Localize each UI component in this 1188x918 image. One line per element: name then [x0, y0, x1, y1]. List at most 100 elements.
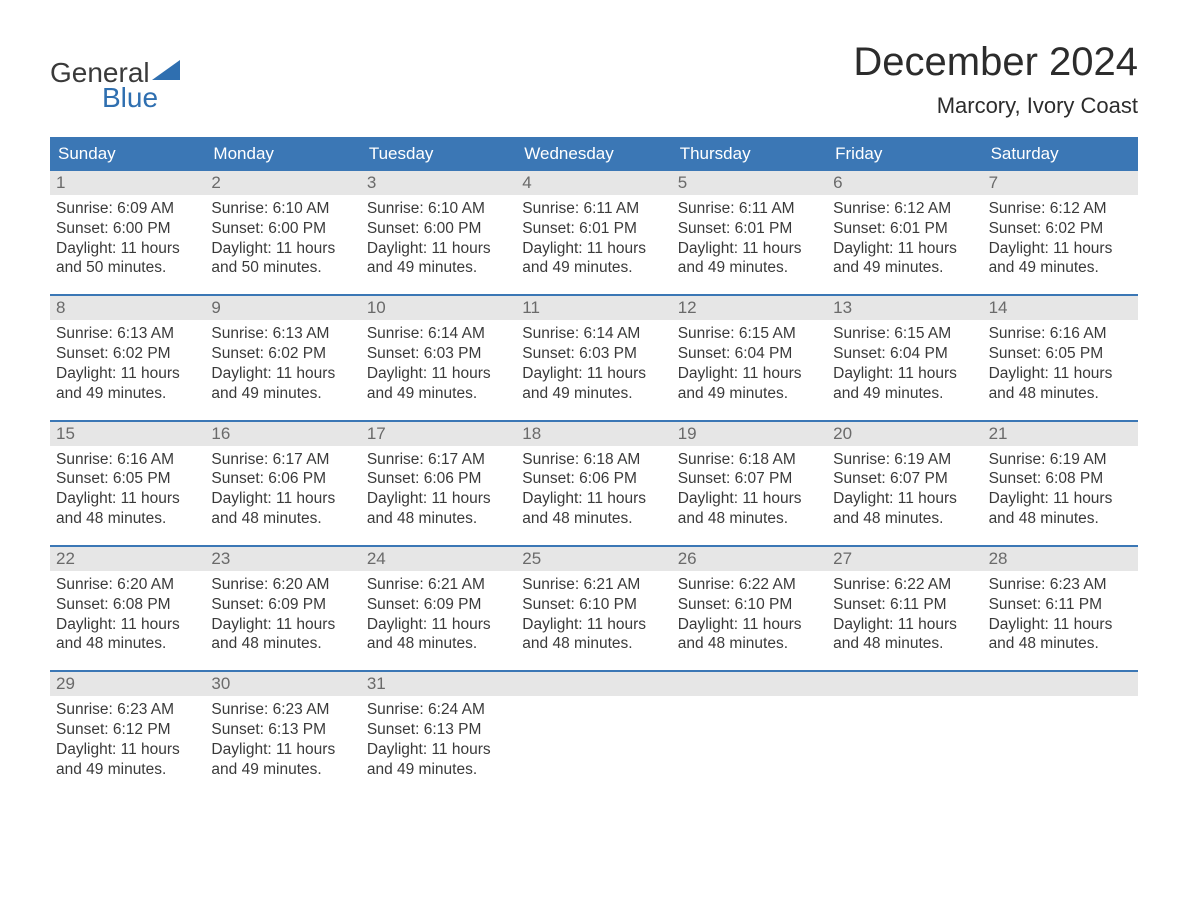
- sunrise-line: Sunrise: 6:24 AM: [367, 700, 510, 720]
- day-number: 16: [205, 422, 360, 446]
- day-cell: 7Sunrise: 6:12 AMSunset: 6:02 PMDaylight…: [983, 171, 1138, 280]
- day-number: [827, 672, 982, 696]
- day-cell: 2Sunrise: 6:10 AMSunset: 6:00 PMDaylight…: [205, 171, 360, 280]
- day-cell: 25Sunrise: 6:21 AMSunset: 6:10 PMDayligh…: [516, 547, 671, 656]
- daylight-line: Daylight: 11 hours and 50 minutes.: [56, 239, 199, 279]
- day-cell: 20Sunrise: 6:19 AMSunset: 6:07 PMDayligh…: [827, 422, 982, 531]
- daylight-line: Daylight: 11 hours and 48 minutes.: [989, 615, 1132, 655]
- month-title: December 2024: [853, 40, 1138, 85]
- sunset-line: Sunset: 6:05 PM: [989, 344, 1132, 364]
- sunrise-line: Sunrise: 6:12 AM: [989, 199, 1132, 219]
- sunset-line: Sunset: 6:06 PM: [211, 469, 354, 489]
- week-row: 22Sunrise: 6:20 AMSunset: 6:08 PMDayligh…: [50, 545, 1138, 656]
- daylight-line: Daylight: 11 hours and 49 minutes.: [211, 364, 354, 404]
- day-cell: [827, 672, 982, 781]
- day-cell: 27Sunrise: 6:22 AMSunset: 6:11 PMDayligh…: [827, 547, 982, 656]
- sunrise-line: Sunrise: 6:14 AM: [522, 324, 665, 344]
- sunset-line: Sunset: 6:02 PM: [56, 344, 199, 364]
- day-number: 30: [205, 672, 360, 696]
- day-cell: 21Sunrise: 6:19 AMSunset: 6:08 PMDayligh…: [983, 422, 1138, 531]
- day-cell: 29Sunrise: 6:23 AMSunset: 6:12 PMDayligh…: [50, 672, 205, 781]
- sunset-line: Sunset: 6:03 PM: [522, 344, 665, 364]
- day-body: Sunrise: 6:13 AMSunset: 6:02 PMDaylight:…: [205, 320, 360, 405]
- day-body: Sunrise: 6:11 AMSunset: 6:01 PMDaylight:…: [672, 195, 827, 280]
- day-number: 1: [50, 171, 205, 195]
- week-row: 29 Sunrise: 6:23 AM Sunset: 6:12 PM Dayligh…: [50, 670, 1138, 781]
- day-number: 24: [361, 547, 516, 571]
- day-number: 19: [672, 422, 827, 446]
- day-cell: [983, 672, 1138, 781]
- title-block: December 2024 Marcory, Ivory Coast: [853, 40, 1138, 119]
- day-number: 10: [361, 296, 516, 320]
- sunset-line: Sunset: 6:06 PM: [367, 469, 510, 489]
- daylight-line: Daylight: 11 hours and 49 minutes.: [56, 364, 199, 404]
- sunset-line: Sunset: 6:03 PM: [367, 344, 510, 364]
- sunset-line: Sunset: 6:08 PM: [56, 595, 199, 615]
- day-cell: 1Sunrise: 6:09 AMSunset: 6:00 PMDaylight…: [50, 171, 205, 280]
- day-body: Sunrise: 6:15 AMSunset: 6:04 PMDaylight:…: [672, 320, 827, 405]
- daylight-line: Daylight: 11 hours and 48 minutes.: [56, 489, 199, 529]
- day-body: Sunrise: 6:16 AMSunset: 6:05 PMDaylight:…: [50, 446, 205, 531]
- sunrise-line: Sunrise: 6:18 AM: [678, 450, 821, 470]
- day-body: Sunrise: 6:13 AMSunset: 6:02 PMDaylight:…: [50, 320, 205, 405]
- day-cell: 31Sunrise: 6:24 AMSunset: 6:13 PMDayligh…: [361, 672, 516, 781]
- daylight-line: Daylight: 11 hours and 49 minutes.: [367, 740, 510, 780]
- sunset-line: Sunset: 6:11 PM: [989, 595, 1132, 615]
- daylight-line: Daylight: 11 hours and 50 minutes.: [211, 239, 354, 279]
- page-header: General Blue December 2024 Marcory, Ivor…: [50, 40, 1138, 119]
- day-number: 29: [50, 672, 205, 696]
- daylight-line: Daylight: 11 hours and 49 minutes.: [833, 239, 976, 279]
- day-cell: 4Sunrise: 6:11 AMSunset: 6:01 PMDaylight…: [516, 171, 671, 280]
- sunset-line: Sunset: 6:04 PM: [833, 344, 976, 364]
- day-body: Sunrise: 6:23 AMSunset: 6:11 PMDaylight:…: [983, 571, 1138, 656]
- day-body: Sunrise: 6:22 AMSunset: 6:11 PMDaylight:…: [827, 571, 982, 656]
- day-body: Sunrise: 6:20 AMSunset: 6:09 PMDaylight:…: [205, 571, 360, 656]
- brand-word-2: Blue: [50, 83, 182, 112]
- day-number: 12: [672, 296, 827, 320]
- sunset-line: Sunset: 6:13 PM: [367, 720, 510, 740]
- sunset-line: Sunset: 6:02 PM: [211, 344, 354, 364]
- day-number: 15: [50, 422, 205, 446]
- sunset-line: Sunset: 6:10 PM: [678, 595, 821, 615]
- sunrise-line: Sunrise: 6:10 AM: [367, 199, 510, 219]
- daylight-line: Daylight: 11 hours and 48 minutes.: [833, 489, 976, 529]
- day-cell: [672, 672, 827, 781]
- day-body: Sunrise: 6:18 AMSunset: 6:07 PMDaylight:…: [672, 446, 827, 531]
- day-cell: 12Sunrise: 6:15 AMSunset: 6:04 PMDayligh…: [672, 296, 827, 405]
- day-body: Sunrise: 6:22 AMSunset: 6:10 PMDaylight:…: [672, 571, 827, 656]
- day-number: [983, 672, 1138, 696]
- sunset-line: Sunset: 6:00 PM: [211, 219, 354, 239]
- day-body: [983, 696, 1138, 702]
- day-body: Sunrise: 6:18 AMSunset: 6:06 PMDaylight:…: [516, 446, 671, 531]
- day-body: Sunrise: 6:23 AMSunset: 6:13 PMDaylight:…: [205, 696, 360, 781]
- day-cell: [516, 672, 671, 781]
- day-cell: 6Sunrise: 6:12 AMSunset: 6:01 PMDaylight…: [827, 171, 982, 280]
- day-body: Sunrise: 6:12 AMSunset: 6:01 PMDaylight:…: [827, 195, 982, 280]
- sunrise-line: Sunrise: 6:23 AM: [211, 700, 354, 720]
- day-body: Sunrise: 6:19 AMSunset: 6:08 PMDaylight:…: [983, 446, 1138, 531]
- day-number: 3: [361, 171, 516, 195]
- sunset-line: Sunset: 6:06 PM: [522, 469, 665, 489]
- sunset-line: Sunset: 6:01 PM: [678, 219, 821, 239]
- day-number: [516, 672, 671, 696]
- day-number: 4: [516, 171, 671, 195]
- day-body: Sunrise: 6:21 AMSunset: 6:10 PMDaylight:…: [516, 571, 671, 656]
- daylight-line: Daylight: 11 hours and 48 minutes.: [989, 364, 1132, 404]
- day-cell: 15Sunrise: 6:16 AMSunset: 6:05 PMDayligh…: [50, 422, 205, 531]
- day-cell: 18Sunrise: 6:18 AMSunset: 6:06 PMDayligh…: [516, 422, 671, 531]
- day-number: 2: [205, 171, 360, 195]
- sunset-line: Sunset: 6:10 PM: [522, 595, 665, 615]
- sunrise-line: Sunrise: 6:18 AM: [522, 450, 665, 470]
- daylight-line: Daylight: 11 hours and 49 minutes.: [367, 364, 510, 404]
- day-number: 18: [516, 422, 671, 446]
- sunset-line: Sunset: 6:12 PM: [56, 720, 199, 740]
- weekday-header: Friday: [827, 137, 982, 171]
- sunrise-line: Sunrise: 6:13 AM: [211, 324, 354, 344]
- day-body: Sunrise: 6:12 AMSunset: 6:02 PMDaylight:…: [983, 195, 1138, 280]
- day-body: Sunrise: 6:17 AMSunset: 6:06 PMDaylight:…: [205, 446, 360, 531]
- day-cell: 16Sunrise: 6:17 AMSunset: 6:06 PMDayligh…: [205, 422, 360, 531]
- sunset-line: Sunset: 6:09 PM: [211, 595, 354, 615]
- day-cell: 10Sunrise: 6:14 AMSunset: 6:03 PMDayligh…: [361, 296, 516, 405]
- sunrise-line: Sunrise: 6:11 AM: [522, 199, 665, 219]
- daylight-line: Daylight: 11 hours and 49 minutes.: [678, 239, 821, 279]
